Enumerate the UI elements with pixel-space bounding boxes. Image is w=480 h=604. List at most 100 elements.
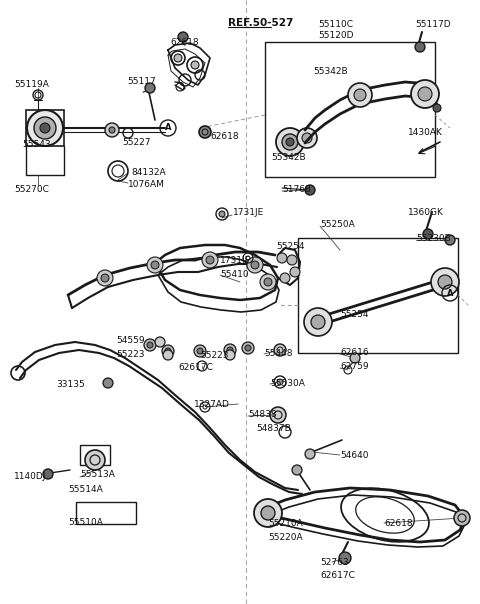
Circle shape [206,256,214,264]
Text: 62617C: 62617C [320,571,355,580]
Circle shape [274,344,286,356]
Circle shape [178,32,188,42]
Circle shape [40,123,50,133]
Text: A: A [165,123,171,132]
Circle shape [305,185,315,195]
Circle shape [292,465,302,475]
Text: 62618: 62618 [171,38,199,47]
Circle shape [109,127,115,133]
Text: 55510A: 55510A [68,518,103,527]
Text: 55223: 55223 [200,351,228,360]
Text: 55230B: 55230B [416,234,451,243]
Circle shape [304,308,332,336]
Circle shape [411,80,439,108]
Circle shape [105,123,119,137]
Circle shape [247,257,263,273]
Circle shape [311,315,325,329]
Circle shape [354,89,366,101]
Text: 55227: 55227 [122,138,151,147]
Circle shape [163,350,173,360]
Circle shape [445,235,455,245]
Text: 55513A: 55513A [80,470,115,479]
Circle shape [144,339,156,351]
Text: 55543: 55543 [22,140,50,149]
Text: 55223: 55223 [116,350,144,359]
Circle shape [286,138,294,146]
Text: 55270C: 55270C [14,185,49,194]
Circle shape [34,117,56,139]
Text: 55119A: 55119A [14,80,49,89]
Circle shape [438,275,452,289]
Circle shape [27,110,63,146]
Circle shape [242,342,254,354]
Text: 55254: 55254 [340,310,369,319]
Text: 62617C: 62617C [178,363,213,372]
Circle shape [245,345,251,351]
Text: 52763: 52763 [320,558,348,567]
Circle shape [454,510,470,526]
Text: 1731JE: 1731JE [233,208,264,217]
Text: 55254: 55254 [276,242,304,251]
Text: 51768: 51768 [282,185,311,194]
Circle shape [280,273,290,283]
Text: 55448: 55448 [264,349,292,358]
Circle shape [415,42,425,52]
Circle shape [290,267,300,277]
Text: 55530A: 55530A [270,379,305,388]
Circle shape [302,133,312,143]
Circle shape [174,54,182,62]
Bar [298,238,458,353]
Text: 62759: 62759 [340,362,369,371]
Circle shape [339,552,351,564]
Circle shape [270,407,286,423]
Circle shape [225,350,235,360]
Circle shape [103,378,113,388]
Text: 55250A: 55250A [320,220,355,229]
Text: 62618: 62618 [384,519,413,528]
Text: 1140DJ: 1140DJ [14,472,47,481]
Text: A: A [447,289,453,298]
Text: 54640: 54640 [340,451,369,460]
Circle shape [282,134,298,150]
Circle shape [101,274,109,282]
Circle shape [162,345,174,357]
Text: 1360GK: 1360GK [408,208,444,217]
Circle shape [277,253,287,263]
Circle shape [85,450,105,470]
Circle shape [155,337,165,347]
Circle shape [261,506,275,520]
Bar [76,502,136,524]
Circle shape [305,449,315,459]
Circle shape [191,61,199,69]
Text: 62618: 62618 [210,132,239,141]
Bar [26,110,64,146]
Circle shape [97,270,113,286]
Text: REF.50-527: REF.50-527 [228,18,293,28]
Text: 1731JF: 1731JF [220,256,251,265]
Circle shape [260,274,276,290]
Circle shape [423,229,433,239]
Circle shape [147,257,163,273]
Text: 55120D: 55120D [318,31,353,40]
Text: 54837B: 54837B [256,424,291,433]
Circle shape [147,342,153,348]
Text: 55117: 55117 [127,77,156,86]
Text: 62616: 62616 [340,348,369,357]
Text: 33135: 33135 [56,380,85,389]
Text: 1327AD: 1327AD [194,400,230,409]
Circle shape [276,128,304,156]
Text: 55342B: 55342B [313,67,348,76]
Circle shape [277,379,283,385]
Circle shape [224,344,236,356]
Circle shape [297,128,317,148]
Text: 54559: 54559 [116,336,144,345]
Text: 55117D: 55117D [415,20,451,29]
Bar [265,42,435,177]
Text: 55342B: 55342B [271,153,306,162]
Text: 54838: 54838 [248,410,276,419]
Circle shape [348,83,372,107]
Circle shape [431,268,459,296]
Circle shape [227,347,233,353]
Circle shape [43,469,53,479]
Text: 1430AK: 1430AK [408,128,443,137]
